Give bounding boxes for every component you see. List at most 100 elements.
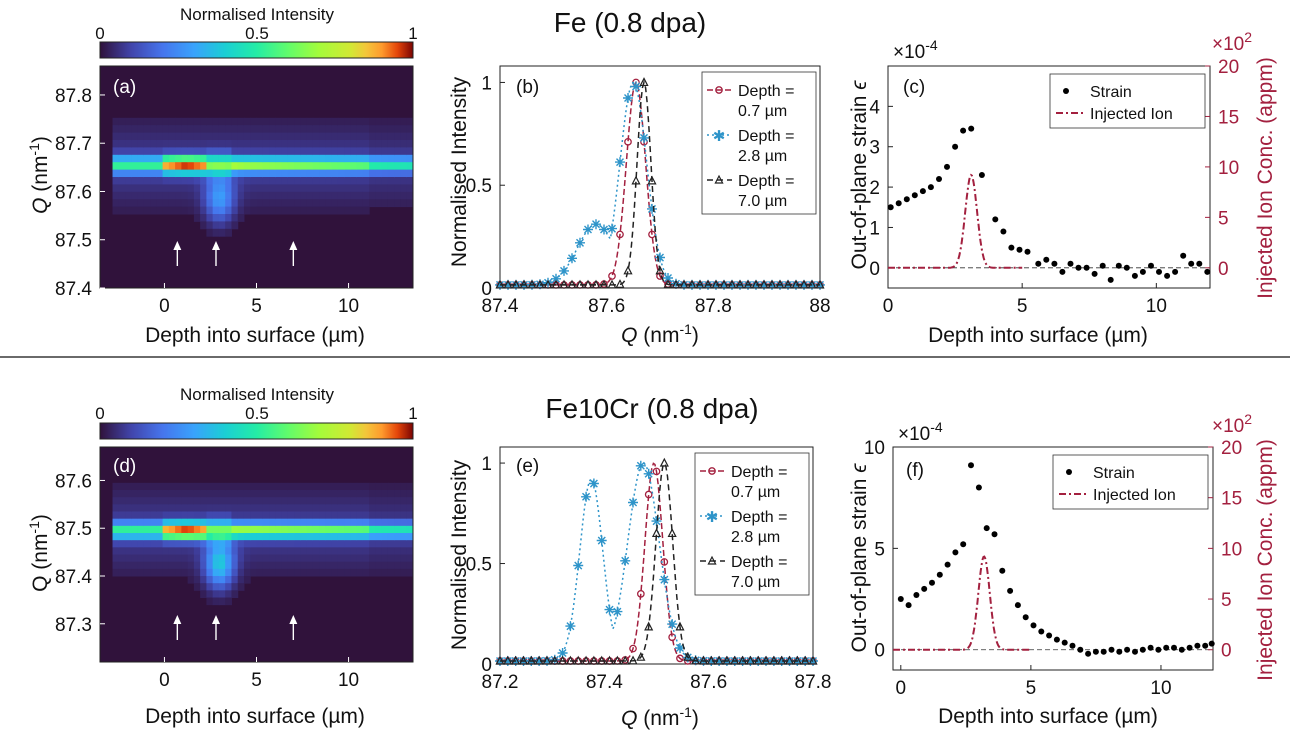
profile-marker-star <box>623 93 633 103</box>
heatmap-cell <box>319 518 326 527</box>
heatmap-cell <box>306 504 314 512</box>
heatmap-cell <box>212 518 220 527</box>
heatmap-cell <box>325 125 333 134</box>
heatmap-cell <box>200 547 207 555</box>
heatmap-cell <box>125 147 132 156</box>
heatmap-cell <box>187 140 195 148</box>
heatmap-cell <box>131 162 139 171</box>
strain-point <box>1202 642 1209 649</box>
heatmap-cell <box>112 554 120 563</box>
heatmap-cell <box>394 504 401 512</box>
heatmap-cell <box>331 169 339 178</box>
heatmap-cell <box>350 490 358 498</box>
heatmap-cell <box>256 518 264 527</box>
heatmap-cell <box>243 561 251 570</box>
heatmap-cell <box>406 154 414 163</box>
heatmap-cell <box>118 504 126 512</box>
heatmap-cell <box>187 117 195 126</box>
strain-point <box>936 176 942 182</box>
heatmap-cell <box>175 490 182 498</box>
heatmap-cell <box>312 177 320 185</box>
heatmap-cell <box>369 518 376 527</box>
heatmap-cell <box>125 184 132 193</box>
heatmap-cell <box>243 206 251 215</box>
heatmap-xtick-label: 0 <box>159 670 170 691</box>
heatmap-cell <box>294 490 301 498</box>
heatmap-cell <box>262 154 270 163</box>
heatmap-cell <box>187 533 195 541</box>
heatmap-cell <box>275 199 283 208</box>
profile-ytick-label: 1 <box>481 454 492 475</box>
heatmap-cell <box>269 482 276 491</box>
heatmap-cell <box>162 162 170 171</box>
heatmap-cell <box>206 511 214 520</box>
heatmap-cell <box>181 511 189 520</box>
heatmap-cell <box>406 199 414 208</box>
heatmap-cell <box>237 140 245 148</box>
heatmap-cell <box>275 504 283 512</box>
heatmap-cell <box>112 518 120 527</box>
heatmap-cell <box>319 206 326 215</box>
heatmap-cell <box>193 191 201 200</box>
heatmap-cell <box>319 533 326 541</box>
heatmap-cell <box>181 125 189 134</box>
heatmap-cell <box>369 191 376 200</box>
heatmap-cell <box>131 482 139 491</box>
heatmap-cell <box>206 228 214 237</box>
heatmap-cell <box>356 147 364 156</box>
heatmap-cell <box>206 568 214 577</box>
strain-point <box>927 184 934 191</box>
heatmap-cell <box>212 162 220 171</box>
profile-marker-circle <box>668 633 677 642</box>
profile-marker-star <box>542 655 552 666</box>
heatmap-cell <box>143 540 151 548</box>
heatmap-cell <box>231 583 239 591</box>
profile-marker-star <box>565 621 576 632</box>
profile-marker-star <box>599 224 609 235</box>
profile-marker-triangle <box>573 655 583 665</box>
heatmap-cell <box>269 199 276 208</box>
heatmap-cell <box>350 540 358 548</box>
strain-point <box>1148 262 1154 269</box>
profile-marker-triangle <box>534 655 544 665</box>
heatmap-cell <box>225 583 232 591</box>
heatmap-cell <box>237 132 245 141</box>
heatmap-cell <box>206 169 214 178</box>
heatmap-cell <box>175 554 182 563</box>
strain-point <box>1000 228 1007 235</box>
heatmap-cell <box>156 518 164 527</box>
heatmap-cell <box>212 117 220 126</box>
profile-marker-triangle <box>659 457 669 467</box>
heatmap-cell <box>406 162 414 171</box>
heatmap-cell <box>300 199 308 208</box>
heatmap-cell <box>281 511 289 520</box>
strain-point <box>944 163 950 170</box>
heatmap-cell <box>193 497 201 505</box>
heatmap-cell <box>362 561 370 570</box>
heatmap-cell <box>243 169 251 178</box>
heatmap-cell <box>231 533 239 541</box>
strain-point <box>1038 628 1045 635</box>
heatmap-cell <box>200 504 207 512</box>
heatmap-cell <box>319 117 326 126</box>
heatmap-cell <box>362 125 370 134</box>
profile-marker-triangle <box>722 655 732 665</box>
heatmap-cell <box>175 540 182 548</box>
heatmap-cell <box>125 199 132 208</box>
heatmap-cell <box>400 525 408 534</box>
heatmap-cell <box>350 191 358 200</box>
heatmap-cell <box>168 154 176 163</box>
heatmap-cell <box>231 568 239 577</box>
heatmap-cell <box>218 169 226 178</box>
heatmap-cell <box>162 525 170 534</box>
heatmap-cell <box>331 162 339 171</box>
profile-marker-triangle <box>807 279 817 289</box>
colorbar-d-tick-mid: 0.5 <box>245 404 269 423</box>
heatmap-cell <box>337 540 345 548</box>
heatmap-cell <box>206 525 214 534</box>
heatmap-cell <box>118 497 126 505</box>
heatmap-cell <box>206 576 214 584</box>
heatmap-cell <box>256 184 264 193</box>
heatmap-cell <box>137 206 145 215</box>
profile-marker-star <box>667 619 678 630</box>
